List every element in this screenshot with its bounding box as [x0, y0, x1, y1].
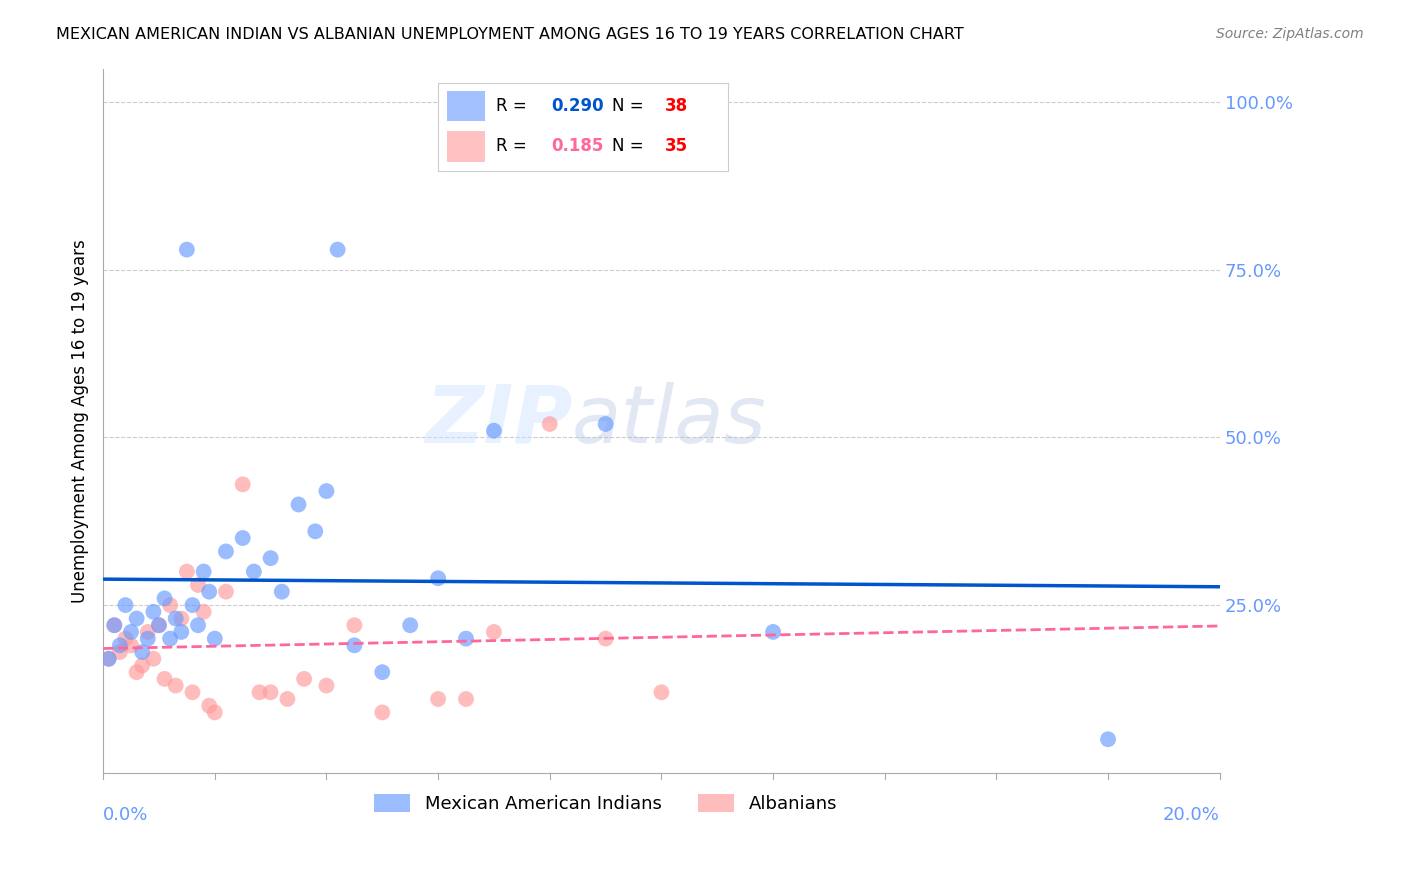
Text: 0.0%: 0.0% [103, 806, 149, 824]
Point [170, 624, 193, 639]
Point [181, 685, 204, 699]
Point [193, 565, 215, 579]
Point [120, 624, 142, 639]
Point [136, 632, 159, 646]
Text: 20.0%: 20.0% [1163, 806, 1220, 824]
Point [249, 685, 271, 699]
Point [198, 584, 221, 599]
Legend: Mexican American Indians, Albanians: Mexican American Indians, Albanians [367, 786, 844, 820]
Point [176, 243, 198, 257]
Point [97, 652, 120, 666]
Point [176, 565, 198, 579]
Point [762, 624, 785, 639]
Text: ZIP: ZIP [425, 382, 572, 459]
Point [215, 544, 238, 558]
Point [270, 584, 292, 599]
Point [1097, 732, 1119, 747]
Point [315, 484, 337, 499]
Point [108, 645, 131, 659]
Y-axis label: Unemployment Among Ages 16 to 19 years: Unemployment Among Ages 16 to 19 years [72, 239, 89, 602]
Point [159, 632, 181, 646]
Point [142, 605, 165, 619]
Point [371, 665, 394, 680]
Point [108, 638, 131, 652]
Point [326, 243, 349, 257]
Point [165, 679, 187, 693]
Point [292, 672, 315, 686]
Point [304, 524, 326, 539]
Point [343, 638, 366, 652]
Point [125, 611, 148, 625]
Point [170, 611, 193, 625]
Point [131, 658, 153, 673]
Point [120, 638, 142, 652]
Point [198, 698, 221, 713]
Point [276, 692, 298, 706]
Point [538, 417, 561, 431]
Point [454, 632, 477, 646]
Point [97, 652, 120, 666]
Point [114, 598, 136, 612]
Point [187, 578, 209, 592]
Point [287, 498, 309, 512]
Point [482, 424, 505, 438]
Point [650, 685, 672, 699]
Point [399, 618, 422, 632]
Point [142, 652, 165, 666]
Point [204, 632, 226, 646]
Point [181, 598, 204, 612]
Point [103, 618, 125, 632]
Point [187, 618, 209, 632]
Point [153, 672, 176, 686]
Point [125, 665, 148, 680]
Point [595, 417, 617, 431]
Point [114, 632, 136, 646]
Text: MEXICAN AMERICAN INDIAN VS ALBANIAN UNEMPLOYMENT AMONG AGES 16 TO 19 YEARS CORRE: MEXICAN AMERICAN INDIAN VS ALBANIAN UNEM… [56, 27, 965, 42]
Point [232, 531, 254, 545]
Point [482, 624, 505, 639]
Point [153, 591, 176, 606]
Point [259, 551, 281, 566]
Point [243, 565, 266, 579]
Point [232, 477, 254, 491]
Point [136, 624, 159, 639]
Point [427, 692, 450, 706]
Point [131, 645, 153, 659]
Point [454, 692, 477, 706]
Point [103, 618, 125, 632]
Point [193, 605, 215, 619]
Point [343, 618, 366, 632]
Point [159, 598, 181, 612]
Point [204, 706, 226, 720]
Point [371, 706, 394, 720]
Point [215, 584, 238, 599]
Text: atlas: atlas [572, 382, 766, 459]
Point [148, 618, 170, 632]
Point [165, 611, 187, 625]
Point [259, 685, 281, 699]
Text: Source: ZipAtlas.com: Source: ZipAtlas.com [1216, 27, 1364, 41]
Point [148, 618, 170, 632]
Point [595, 632, 617, 646]
Point [427, 571, 450, 585]
Point [315, 679, 337, 693]
